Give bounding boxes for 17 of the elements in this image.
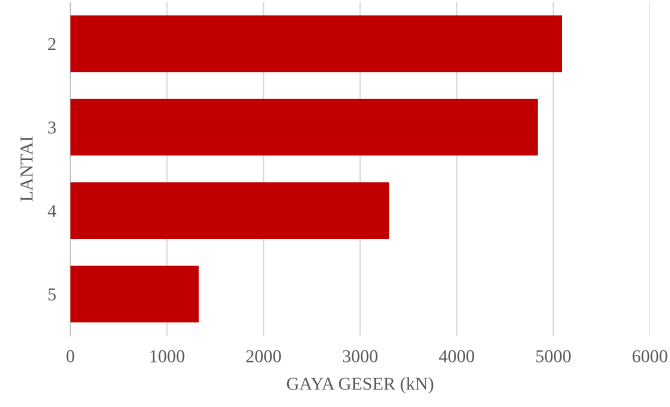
x-tick-label: 2000 (246, 350, 281, 362)
x-axis-title: GAYA GESER (kN) (286, 377, 434, 394)
y-axis-title: LANTAI (20, 136, 32, 202)
x-tick-label: 1000 (150, 350, 184, 362)
bar (70, 15, 562, 72)
x-tick-label: 6000 (632, 350, 668, 362)
y-tick-label: 3 (48, 121, 56, 134)
bar (70, 98, 538, 156)
bar (70, 182, 390, 239)
x-tick-label: 5000 (536, 350, 571, 362)
x-tick-label: 3000 (342, 350, 378, 362)
y-tick-label: 4 (48, 205, 56, 217)
x-tick-label: 0 (66, 350, 74, 362)
y-tick-label: 2 (48, 38, 56, 50)
bar (70, 266, 199, 322)
x-tick-label: 4000 (439, 350, 474, 362)
y-tick-label: 5 (48, 288, 56, 300)
